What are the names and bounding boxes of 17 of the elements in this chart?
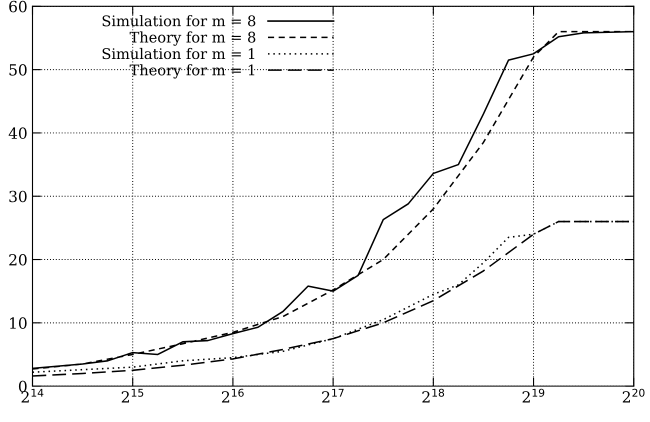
x-tick-label: 2$^{18}$: [422, 388, 444, 402]
legend-label: Simulation for m = 8: [102, 15, 256, 26]
legend-label: Simulation for m = 1: [102, 48, 254, 60]
y-tick-label: 10: [10, 317, 27, 329]
x-tick-label: 2$^{15}$: [122, 388, 144, 402]
y-tick-label: 0: [18, 380, 27, 392]
x-tick-label: 2$^{17}$: [322, 388, 344, 402]
y-tick-label: 30: [9, 190, 27, 202]
y-tick-label: 50: [9, 64, 27, 76]
x-tick-label: 2$^{16}$: [222, 388, 244, 402]
y-tick-label: 60: [9, 0, 27, 12]
legend-label: Theory for m = 1: [130, 64, 254, 79]
x-tick-label: 2$^{20}$: [622, 388, 645, 402]
x-tick-label: 2$^{19}$: [522, 388, 544, 402]
y-tick-label: 20: [9, 254, 27, 266]
legend-label: Theory for m = 8: [130, 31, 256, 46]
y-tick-label: 40: [8, 127, 27, 139]
